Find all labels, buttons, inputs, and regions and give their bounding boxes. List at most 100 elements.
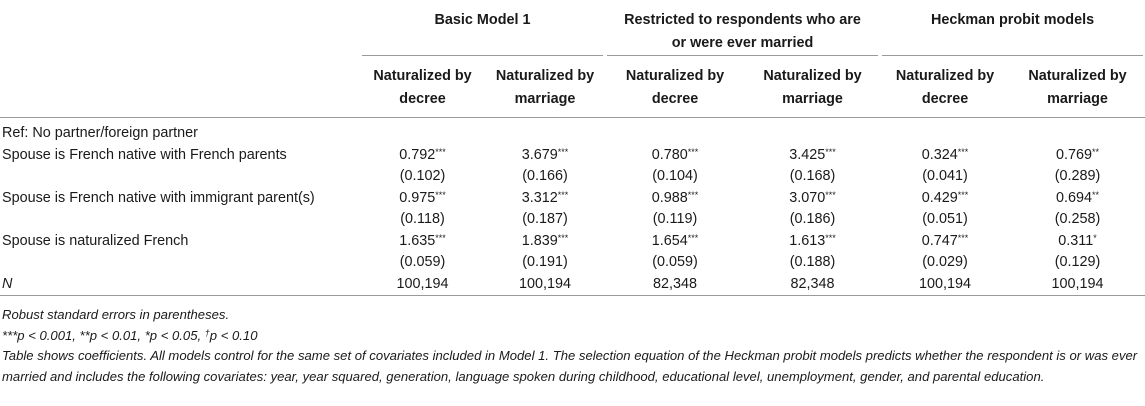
table-cell: (0.166): [485, 166, 605, 188]
cell-value: 3.312: [521, 189, 558, 206]
table-cell: 3.312***: [485, 188, 605, 210]
table-cell: [485, 118, 605, 145]
significance-stars: ***: [557, 232, 569, 243]
table-cell: 0.324***: [880, 145, 1010, 167]
significance-stars: ***: [435, 232, 446, 243]
table-cell: 1.635***: [360, 231, 485, 253]
cell-value: (0.051): [922, 211, 968, 227]
significance-stars: ***: [435, 146, 446, 157]
cell-value: 0.780: [651, 146, 688, 163]
table-cell: 0.769**: [1010, 145, 1145, 167]
header-blank-cell: [0, 0, 360, 58]
significance-stars: ***: [687, 146, 699, 157]
table-cell: [745, 118, 880, 145]
column-header-label: Naturalized by marriage: [763, 67, 862, 107]
table-row: (0.102) (0.166) (0.104) (0.168) (0.041) (0.28…: [0, 166, 1145, 188]
cell-value: 0.792: [399, 146, 436, 163]
cell-value: 1.654: [651, 232, 688, 249]
cell-value: (0.059): [399, 254, 446, 270]
significance-stars: ***: [825, 189, 836, 200]
group-header-label: Restricted to respondents who are or wer…: [624, 12, 861, 51]
significance-stars: ***: [687, 232, 699, 243]
table-cell: [360, 118, 485, 145]
significance-stars: ***: [957, 189, 969, 200]
cell-value: 0.694: [1056, 189, 1093, 206]
table-cell: 100,194: [1010, 274, 1145, 296]
cell-value: (0.119): [652, 211, 698, 227]
significance-stars: ***: [557, 189, 569, 200]
significance-stars: ***: [435, 189, 446, 200]
row-label: N: [2, 275, 13, 292]
table-cell: 1.613***: [745, 231, 880, 253]
column-header: Naturalized by decree: [605, 58, 745, 118]
table-cell: (0.188): [745, 252, 880, 274]
row-label: Spouse is naturalized French: [2, 232, 189, 249]
table-cell: (0.102): [360, 166, 485, 188]
table-cell: 3.070***: [745, 188, 880, 210]
cell-value: (0.029): [922, 254, 968, 270]
cell-value: 100,194: [396, 275, 449, 292]
significance-stars: ***: [825, 146, 836, 157]
column-header-label: Naturalized by marriage: [495, 67, 595, 107]
table-row: Ref: No partner/foreign partner: [0, 118, 1145, 145]
cell-value: (0.289): [1054, 168, 1101, 184]
table-cell: (0.104): [605, 166, 745, 188]
group-header-basic-model: Basic Model 1: [360, 0, 605, 58]
row-label: Ref: No partner/foreign partner: [2, 125, 198, 141]
column-header: Naturalized by decree: [360, 58, 485, 118]
table-cell: (0.187): [485, 209, 605, 231]
table-cell: 3.679***: [485, 145, 605, 167]
cell-value: 0.429: [921, 189, 958, 206]
significance-stars: ***: [557, 146, 569, 157]
cell-value: 1.839: [521, 232, 558, 249]
sig-level-001: ***p < 0.001,: [2, 327, 80, 343]
table-body: Ref: No partner/foreign partner Spouse is…: [0, 118, 1145, 296]
cell-value: 0.311: [1058, 232, 1094, 249]
results-table-container: Basic Model 1 Restricted to respondents …: [0, 0, 1145, 296]
table-cell: (0.186): [745, 209, 880, 231]
table-cell: 0.694**: [1010, 188, 1145, 210]
table-cell: 1.654***: [605, 231, 745, 253]
cell-value: 82,348: [790, 275, 835, 292]
table-cell: 82,348: [745, 274, 880, 296]
note-significance: ***p < 0.001, **p < 0.01, *p < 0.05, †p …: [2, 326, 1142, 347]
cell-value: (0.191): [522, 254, 568, 270]
significance-stars: *: [1093, 232, 1097, 243]
group-header-heckman: Heckman probit models: [880, 0, 1145, 58]
table-row: (0.118) (0.187) (0.119) (0.186) (0.051) (0.25…: [0, 209, 1145, 231]
table-row: Spouse is naturalized French 1.635*** 1.83…: [0, 231, 1145, 253]
column-header-label: Naturalized by decree: [895, 67, 995, 107]
table-cell: 100,194: [880, 274, 1010, 296]
row-label: [0, 166, 360, 188]
cell-value: 100,194: [518, 275, 572, 292]
cell-value: 3.070: [789, 189, 826, 206]
table-cell: (0.041): [880, 166, 1010, 188]
column-header-label: Naturalized by decree: [625, 67, 725, 107]
table-cell: (0.191): [485, 252, 605, 274]
column-header: Naturalized by marriage: [1010, 58, 1145, 118]
header-blank-cell: [0, 58, 360, 118]
row-label: Spouse is French native with immigrant p…: [2, 189, 315, 206]
cell-value: (0.188): [789, 254, 836, 270]
table-cell: (0.059): [360, 252, 485, 274]
column-header: Naturalized by decree: [880, 58, 1010, 118]
table-cell: 82,348: [605, 274, 745, 296]
column-header-label: Naturalized by marriage: [1028, 67, 1127, 107]
column-header-row: Naturalized by decree Naturalized by mar…: [0, 58, 1145, 118]
cell-value: 82,348: [653, 275, 698, 292]
table-cell: (0.168): [745, 166, 880, 188]
table-cell: 0.747***: [880, 231, 1010, 253]
cell-value: (0.258): [1054, 211, 1101, 227]
table-cell: 0.429***: [880, 188, 1010, 210]
table-cell: (0.119): [605, 209, 745, 231]
cell-value: 0.324: [921, 146, 958, 163]
table-cell: [1010, 118, 1145, 145]
cell-value: (0.166): [522, 168, 568, 184]
group-underline: [882, 55, 1144, 56]
cell-value: 0.769: [1056, 146, 1093, 163]
cell-value: 3.679: [521, 146, 558, 163]
significance-stars: ***: [957, 146, 969, 157]
cell-value: 100,194: [919, 275, 972, 292]
column-header: Naturalized by marriage: [745, 58, 880, 118]
table-cell: 0.780***: [605, 145, 745, 167]
